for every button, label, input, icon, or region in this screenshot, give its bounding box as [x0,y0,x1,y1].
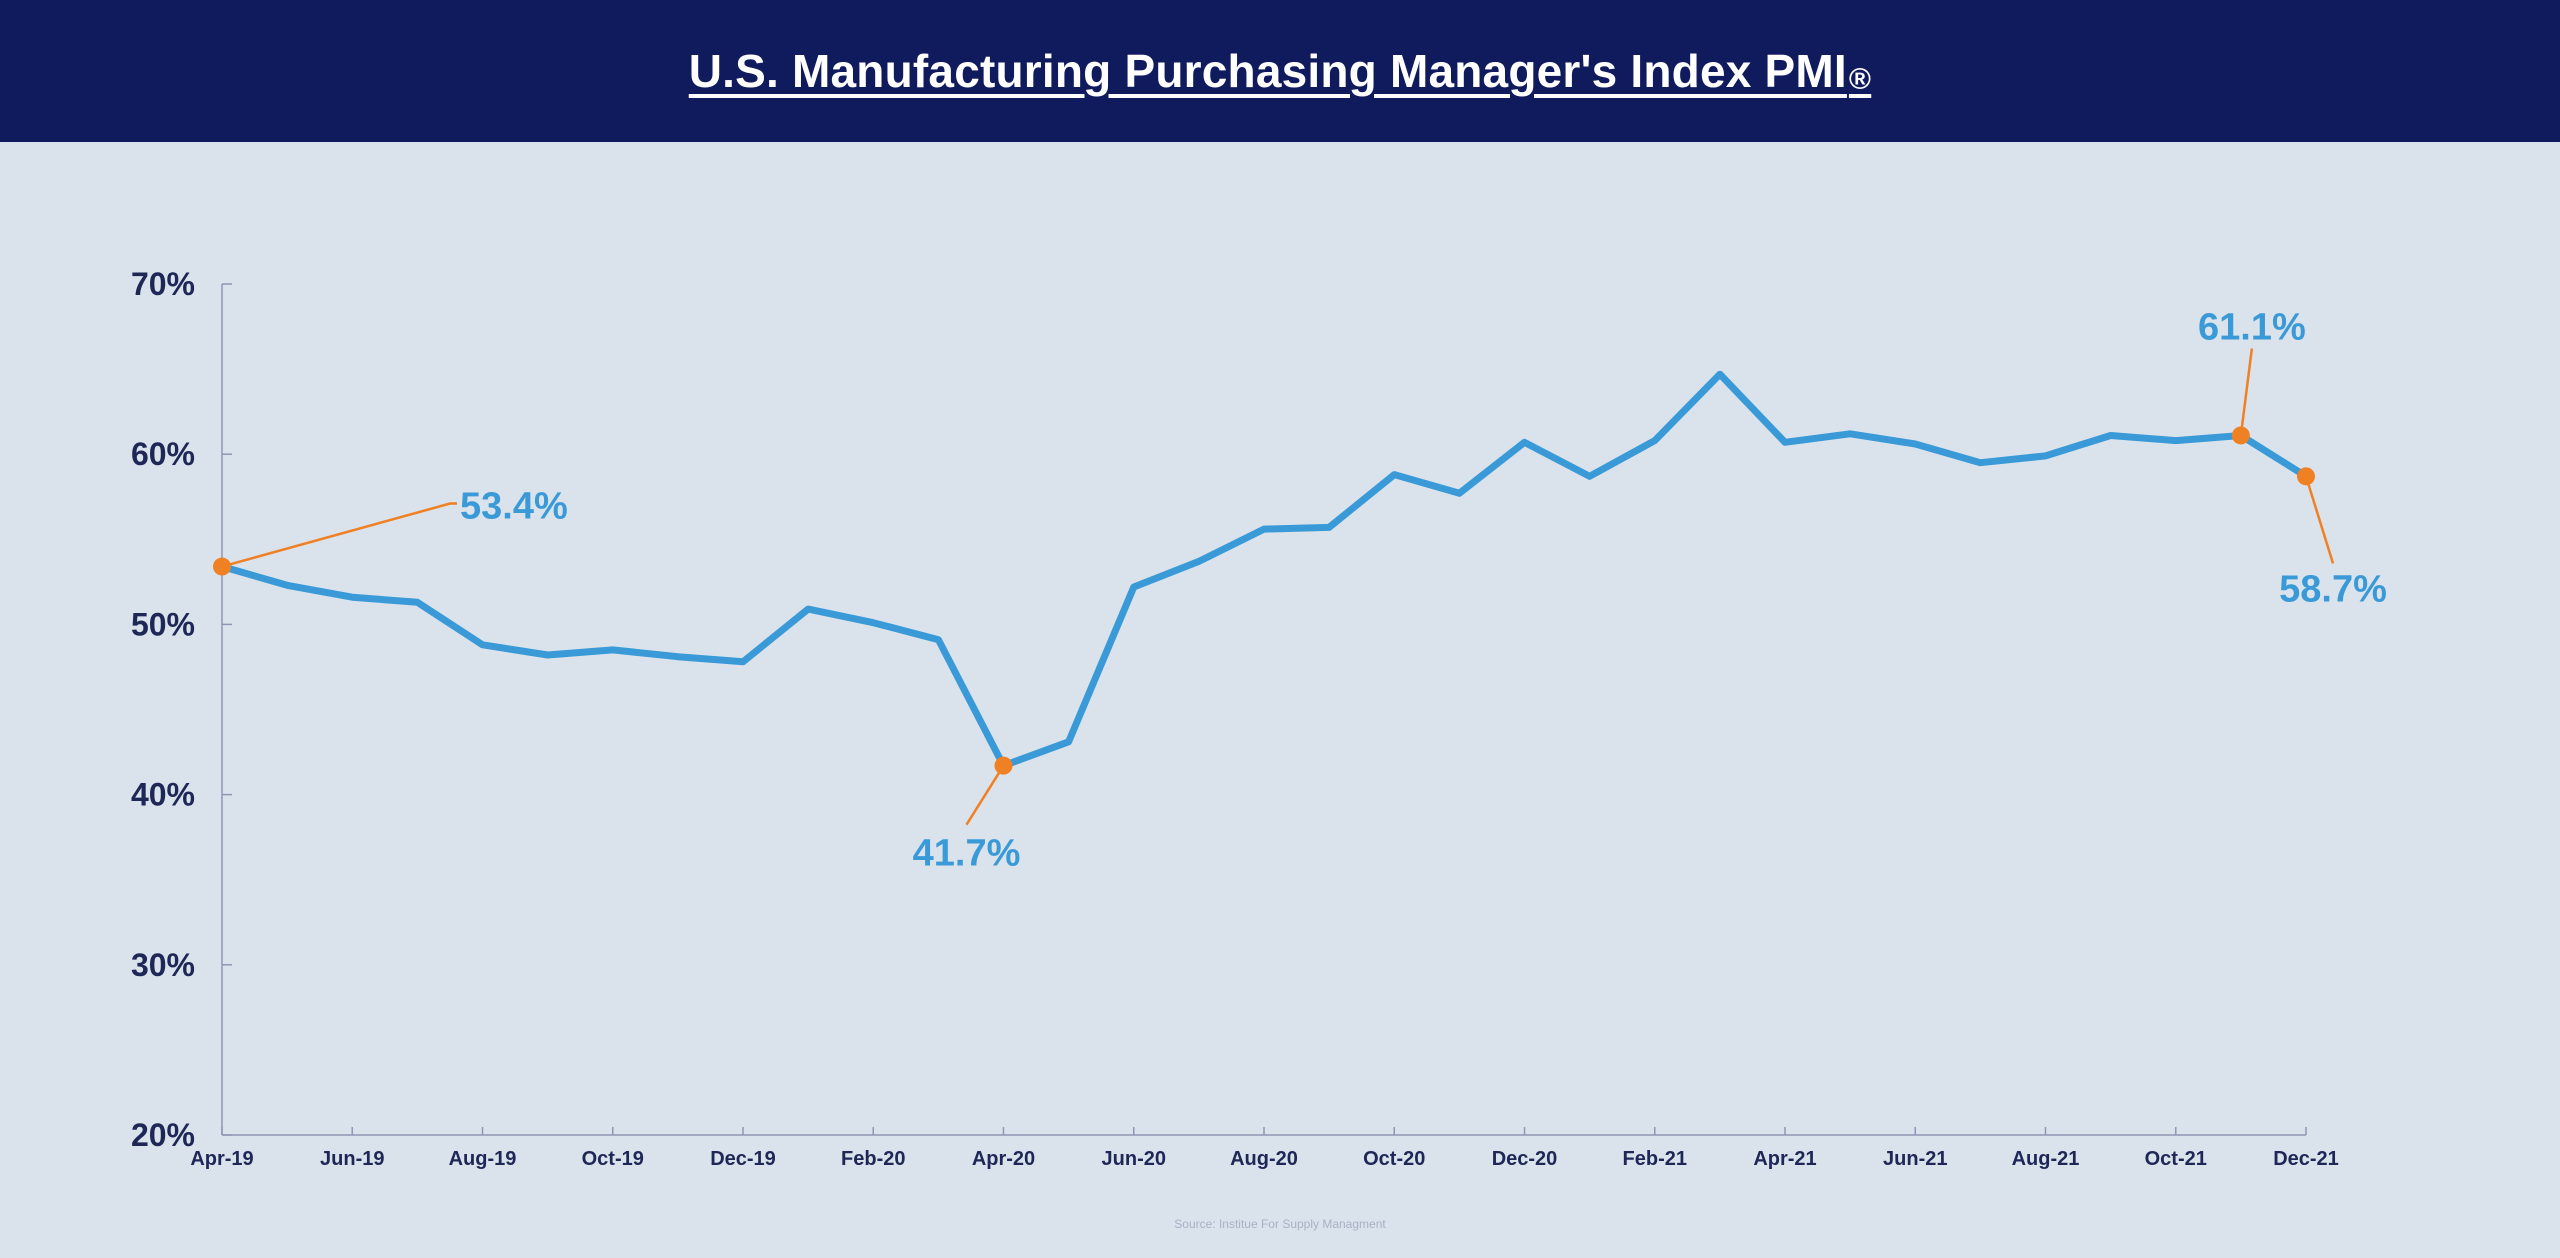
annotation-label: 41.7% [913,833,1021,875]
annotation-label: 53.4% [460,486,568,528]
x-tick-label: Oct-19 [582,1148,644,1170]
x-tick-label: Aug-20 [1230,1148,1298,1170]
x-tick-label: Apr-21 [1753,1148,1816,1170]
annotation-label: 58.7% [2279,568,2387,610]
y-tick-label: 40% [131,777,195,813]
x-tick-label: Jun-19 [320,1148,384,1170]
x-tick-label: Jun-20 [1102,1148,1166,1170]
annotation-marker [2297,467,2315,486]
chart-header: U.S. Manufacturing Purchasing Manager's … [0,0,2560,142]
x-tick-label: Aug-21 [2012,1148,2080,1170]
y-tick-label: 30% [131,947,195,983]
pmi-line-chart: 20% 30% 40% 50% 60% 70% Apr-19 Jun-19 Aug-19 Oct-… [131,266,2387,1170]
chart-title: U.S. Manufacturing Purchasing Manager's … [688,45,1872,97]
x-tick-label: Jun-21 [1883,1148,1947,1170]
annotation-leader [221,502,457,568]
x-tick-label: Apr-20 [972,1148,1035,1170]
x-tick-label: Dec-20 [1492,1148,1558,1170]
x-tick-label: Dec-21 [2273,1148,2339,1170]
annotation-leader [2304,475,2335,564]
annotation-marker [2231,426,2250,445]
y-tick-label: 70% [131,266,195,302]
x-tick-label: Feb-21 [1623,1148,1687,1170]
x-tick-label: Dec-19 [710,1148,776,1170]
pmi-series-line [218,370,2310,770]
source-note: Source: Institue For Supply Managment [1174,1217,1386,1231]
annotation-leader [965,765,1005,826]
y-tick-label: 50% [131,606,195,642]
annotation-leader [2239,348,2254,436]
x-tick-label: Oct-20 [1363,1148,1425,1170]
annotation-marker [994,756,1013,775]
x-tick-label: Apr-19 [190,1148,253,1170]
annotation-marker [213,557,231,576]
registered-mark: ® [1848,63,1872,96]
annotation-label: 61.1% [2198,306,2306,348]
x-tick-label: Feb-20 [841,1148,905,1170]
x-tick-label: Aug-19 [449,1148,517,1170]
y-tick-label: 20% [131,1117,195,1153]
x-tick-label: Oct-21 [2145,1148,2207,1170]
y-tick-label: 60% [131,436,195,472]
